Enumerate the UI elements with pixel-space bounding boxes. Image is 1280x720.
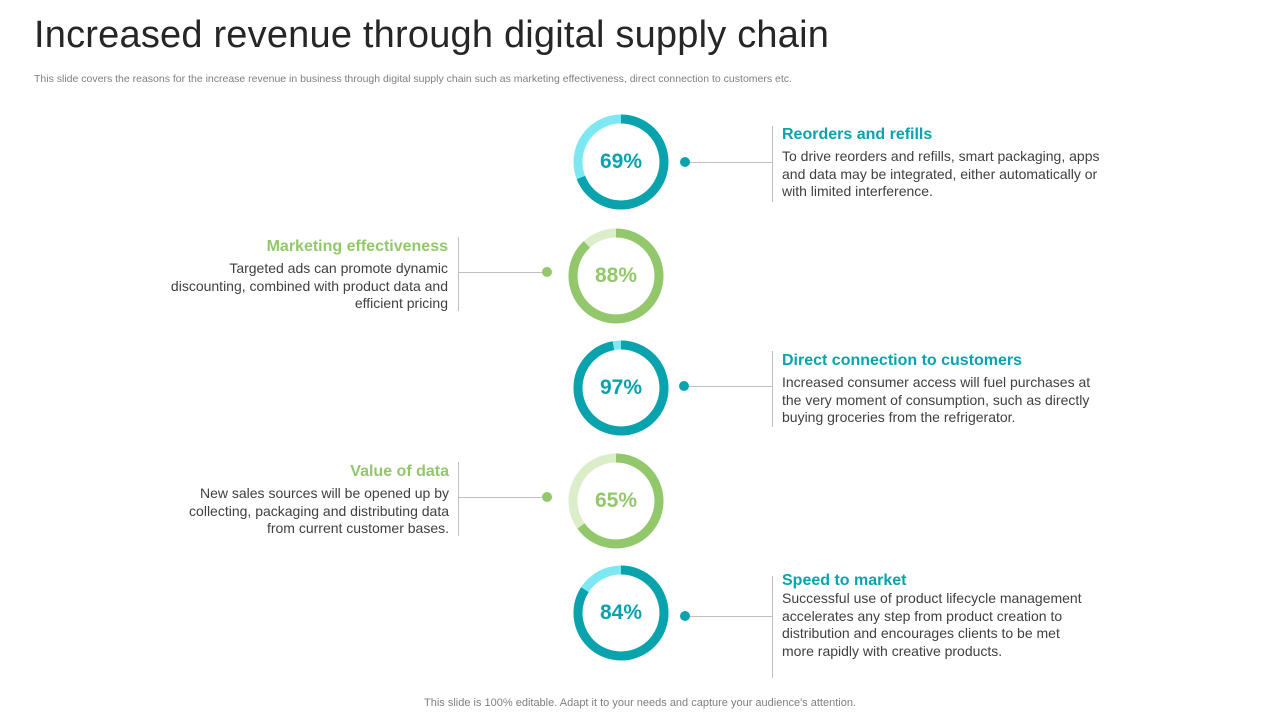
item-description: Increased consumer access will fuel purc… bbox=[782, 374, 1091, 426]
item-heading: Value of data bbox=[350, 463, 449, 480]
item-block-value-of-data: Value of data New sales sources will be … bbox=[168, 463, 449, 538]
connector-dot bbox=[680, 611, 690, 621]
ring-percent-label: 84% bbox=[599, 601, 643, 624]
item-heading: Direct connection to customers bbox=[782, 352, 1023, 369]
connector-line bbox=[459, 497, 542, 498]
progress-ring-reorders: 69% bbox=[571, 112, 671, 212]
progress-ring-speed-to-market: 84% bbox=[571, 563, 671, 663]
connector-line bbox=[459, 272, 542, 273]
item-block-speed-to-market: Speed to market Successful use of produc… bbox=[782, 572, 1082, 660]
ring-percent-label: 88% bbox=[594, 264, 638, 287]
ring-percent-label: 65% bbox=[594, 489, 638, 512]
connector-line bbox=[690, 616, 772, 617]
ring-percent-label: 69% bbox=[599, 150, 643, 173]
item-heading: Speed to market bbox=[782, 572, 907, 589]
divider-line bbox=[772, 126, 773, 202]
connector-dot bbox=[542, 267, 552, 277]
item-block-marketing: Marketing effectiveness Targeted ads can… bbox=[168, 238, 448, 313]
slide-subtitle: This slide covers the reasons for the in… bbox=[34, 73, 792, 85]
connector-dot bbox=[679, 381, 689, 391]
divider-line bbox=[458, 462, 459, 536]
divider-line bbox=[772, 351, 773, 427]
divider-line bbox=[772, 576, 773, 678]
connector-dot bbox=[542, 492, 552, 502]
item-heading: Reorders and refills bbox=[782, 126, 933, 143]
item-heading: Marketing effectiveness bbox=[266, 238, 448, 255]
item-block-reorders: Reorders and refills To drive reorders a… bbox=[782, 126, 1102, 201]
connector-dot bbox=[680, 157, 690, 167]
item-description: To drive reorders and refills, smart pac… bbox=[782, 148, 1100, 200]
item-description: New sales sources will be opened up by c… bbox=[189, 485, 449, 537]
item-block-direct-connection: Direct connection to customers Increased… bbox=[782, 352, 1102, 427]
item-description: Successful use of product lifecycle mana… bbox=[782, 590, 1082, 659]
item-description: Targeted ads can promote dynamic discoun… bbox=[170, 260, 448, 312]
progress-ring-marketing: 88% bbox=[566, 226, 666, 326]
progress-ring-direct-connection: 97% bbox=[571, 338, 671, 438]
divider-line bbox=[458, 237, 459, 311]
slide-footer: This slide is 100% editable. Adapt it to… bbox=[424, 697, 856, 709]
connector-line bbox=[690, 162, 772, 163]
slide-title: Increased revenue through digital supply… bbox=[34, 14, 830, 56]
connector-line bbox=[689, 386, 772, 387]
progress-ring-value-of-data: 65% bbox=[566, 451, 666, 551]
ring-percent-label: 97% bbox=[599, 376, 643, 399]
